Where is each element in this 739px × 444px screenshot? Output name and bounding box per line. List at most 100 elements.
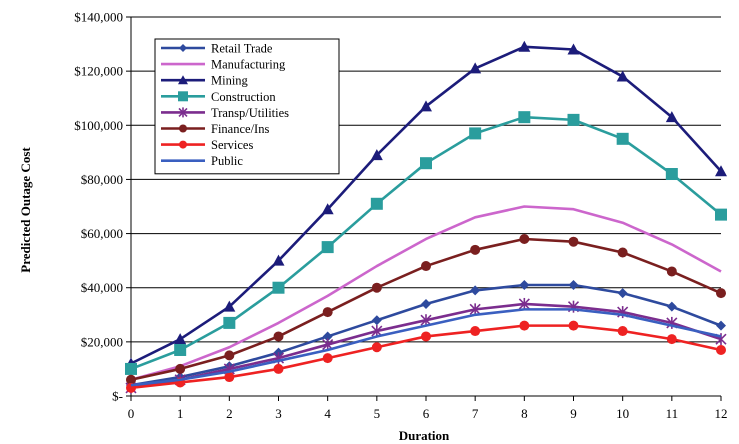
data-point	[421, 261, 431, 272]
data-point	[370, 197, 383, 210]
x-tick-label: 3	[275, 406, 282, 421]
y-tick-label: $-	[112, 389, 123, 404]
data-point	[716, 320, 726, 331]
data-point	[178, 75, 188, 85]
data-point	[518, 297, 530, 310]
data-point	[616, 70, 629, 82]
data-point	[617, 326, 628, 337]
data-point	[321, 241, 334, 254]
data-point	[174, 333, 187, 345]
legend-item: Finance/Ins	[161, 122, 269, 136]
data-point	[518, 111, 531, 124]
data-point	[470, 326, 481, 337]
data-point	[224, 372, 235, 383]
x-tick-label: 8	[521, 406, 528, 421]
data-point	[421, 331, 431, 342]
data-point	[616, 132, 629, 145]
x-tick-label: 12	[715, 406, 728, 421]
data-point	[715, 165, 727, 177]
data-point	[175, 363, 186, 374]
legend-item: Transp/Utilities	[161, 106, 289, 120]
data-point	[174, 343, 187, 356]
x-tick-label: 0	[128, 406, 135, 421]
data-point	[715, 208, 727, 221]
series-line	[130, 308, 722, 387]
y-tick-label: $100,000	[74, 118, 123, 133]
data-point	[421, 298, 431, 309]
series-construction	[125, 111, 727, 375]
x-tick-label: 10	[616, 406, 629, 421]
legend-box	[154, 38, 340, 175]
legend-label: Mining	[211, 74, 249, 88]
data-point	[617, 247, 628, 258]
x-tick-label: 7	[472, 406, 479, 421]
data-point	[178, 91, 188, 102]
data-point	[371, 325, 383, 338]
x-tick-label: 1	[177, 406, 184, 421]
data-point	[273, 331, 284, 342]
data-point	[469, 303, 481, 316]
y-axis-title: Predicted Outage Cost	[18, 147, 33, 273]
data-point	[470, 244, 481, 255]
legend-item: Manufacturing	[161, 58, 286, 72]
data-point	[272, 254, 285, 266]
data-point	[666, 334, 677, 345]
data-point	[178, 107, 188, 118]
data-point	[322, 331, 333, 342]
series-public	[130, 308, 722, 387]
legend-label: Manufacturing	[211, 58, 286, 72]
data-point	[420, 157, 432, 170]
x-tick-label: 4	[324, 406, 331, 421]
data-point	[519, 320, 530, 331]
data-point	[179, 140, 187, 149]
data-point	[223, 316, 236, 329]
series-line	[130, 237, 722, 382]
legend-item: Services	[161, 138, 253, 152]
y-tick-label: $80,000	[81, 172, 123, 187]
data-point	[716, 288, 726, 299]
legend-label: Finance/Ins	[211, 122, 269, 136]
series-mining	[125, 40, 727, 369]
data-point	[224, 350, 235, 361]
legend-label: Retail Trade	[211, 42, 273, 56]
data-point	[519, 280, 530, 291]
data-point	[518, 40, 531, 52]
x-tick-label: 6	[423, 406, 430, 421]
data-point	[321, 203, 334, 215]
data-point	[371, 282, 382, 293]
legend-item: Mining	[161, 74, 249, 88]
data-point	[179, 124, 187, 133]
legend-label: Transp/Utilities	[211, 106, 289, 120]
data-point	[223, 300, 236, 312]
data-point	[371, 315, 382, 326]
legend-label: Construction	[211, 90, 276, 104]
x-tick-label: 5	[374, 406, 381, 421]
legend: Retail Trade Manufacturing Mining Construct…	[154, 38, 340, 175]
y-tick-label: $120,000	[74, 64, 123, 79]
series-manufacturing	[130, 205, 722, 382]
data-point	[322, 307, 333, 318]
data-point	[179, 44, 187, 52]
series-transp-utilities	[125, 297, 727, 394]
data-point	[567, 43, 580, 55]
series-finance-ins	[126, 233, 726, 385]
legend-label: Public	[211, 154, 243, 168]
data-point	[273, 363, 284, 374]
legend-item: Retail Trade	[161, 42, 273, 56]
data-point	[666, 301, 677, 312]
axes	[126, 16, 722, 401]
y-tick-label: $60,000	[81, 226, 123, 241]
data-point	[666, 266, 677, 277]
data-point	[568, 236, 579, 247]
x-axis-title: Duration	[399, 428, 450, 443]
series-layer	[125, 40, 727, 394]
data-point	[370, 149, 383, 161]
legend-item: Construction	[161, 90, 276, 104]
data-point	[519, 233, 530, 244]
data-point	[469, 62, 482, 74]
y-tick-label: $20,000	[81, 334, 123, 349]
x-tick-label: 2	[226, 406, 233, 421]
data-point	[420, 100, 432, 112]
y-tick-labels: $- $20,000 $40,000 $60,000 $80,000 $100,000 $1…	[74, 10, 123, 404]
data-point	[665, 111, 678, 123]
